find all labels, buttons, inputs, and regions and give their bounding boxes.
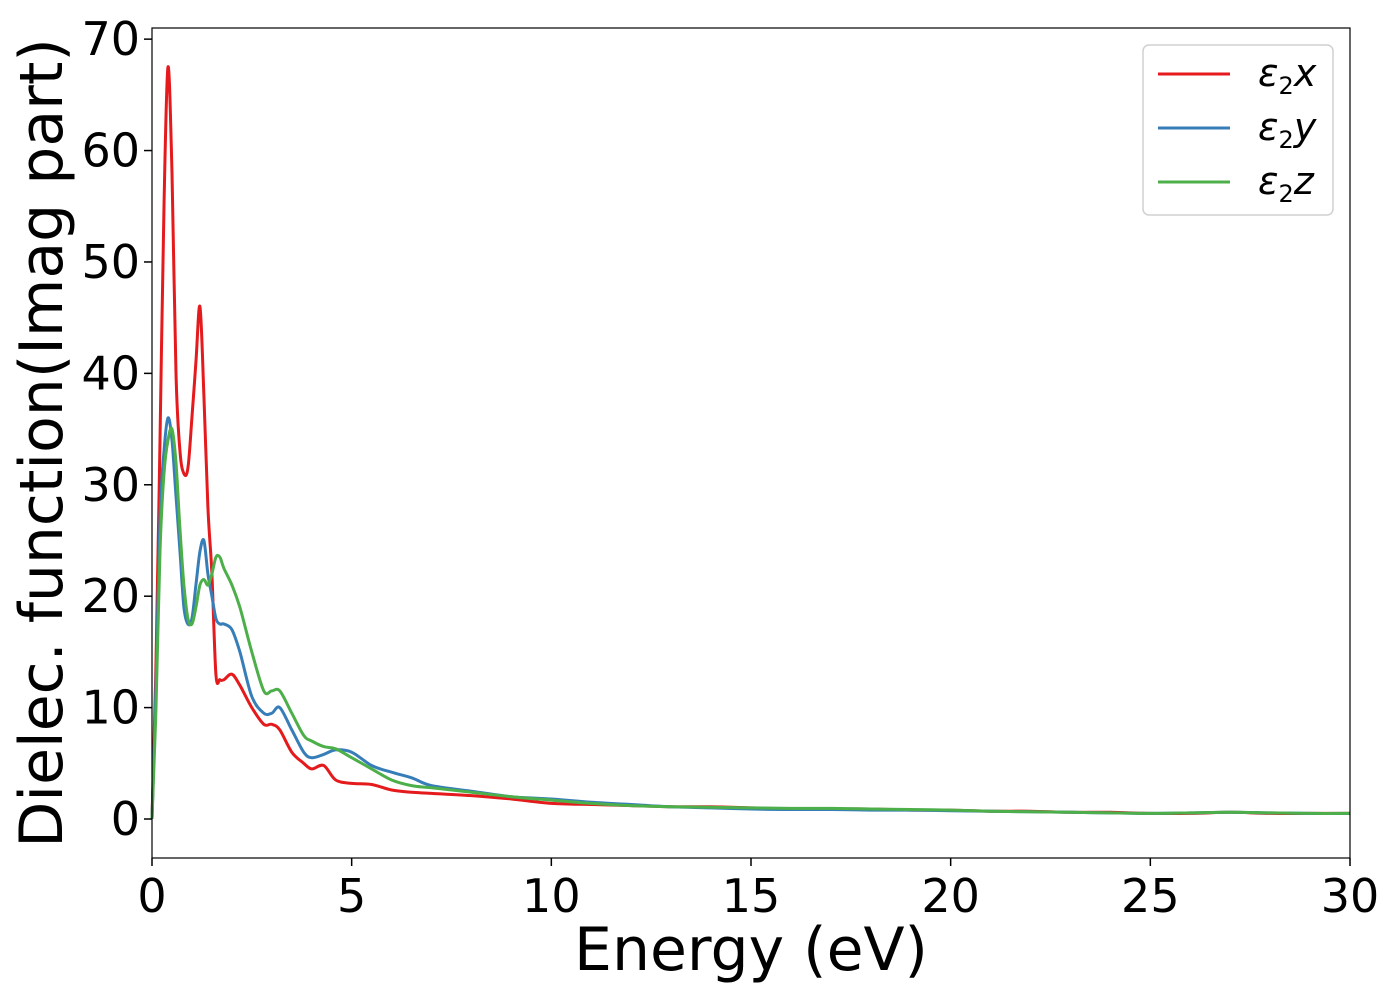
y-tick-label: 50	[81, 235, 140, 289]
legend-label-x: ε2x	[1258, 51, 1317, 100]
y-tick-label: 20	[81, 569, 140, 623]
y-tick-label: 10	[81, 681, 140, 735]
x-tick-label: 25	[1121, 869, 1180, 923]
x-axis-ticks: 0 5 10 15 20 25 30	[137, 858, 1379, 923]
y-axis-label: Dielec. function(Imag part)	[7, 38, 77, 848]
y-tick-label: 40	[81, 346, 140, 400]
legend-label-y: ε2y	[1258, 105, 1317, 154]
y-axis-ticks: 0 10 20 30 40 50 60 70	[81, 12, 152, 846]
y-tick-label: 0	[111, 792, 140, 846]
x-tick-label: 20	[921, 869, 980, 923]
legend: ε2x ε2y ε2z	[1142, 44, 1334, 216]
x-axis-label: Energy (eV)	[574, 915, 928, 985]
legend-box	[1142, 44, 1334, 216]
x-tick-label: 10	[522, 869, 581, 923]
y-tick-label: 30	[81, 458, 140, 512]
x-tick-label: 0	[137, 869, 166, 923]
x-tick-label: 15	[722, 869, 781, 923]
legend-label-z: ε2z	[1258, 159, 1315, 208]
y-tick-label: 60	[81, 124, 140, 178]
x-tick-label: 30	[1321, 869, 1380, 923]
legend-items: ε2x ε2y ε2z	[1158, 51, 1317, 208]
series-line-z	[150, 426, 1351, 820]
series-layer	[150, 65, 1351, 820]
x-tick-label: 5	[337, 869, 366, 923]
y-tick-label: 70	[81, 12, 140, 66]
series-line-y	[150, 416, 1351, 820]
